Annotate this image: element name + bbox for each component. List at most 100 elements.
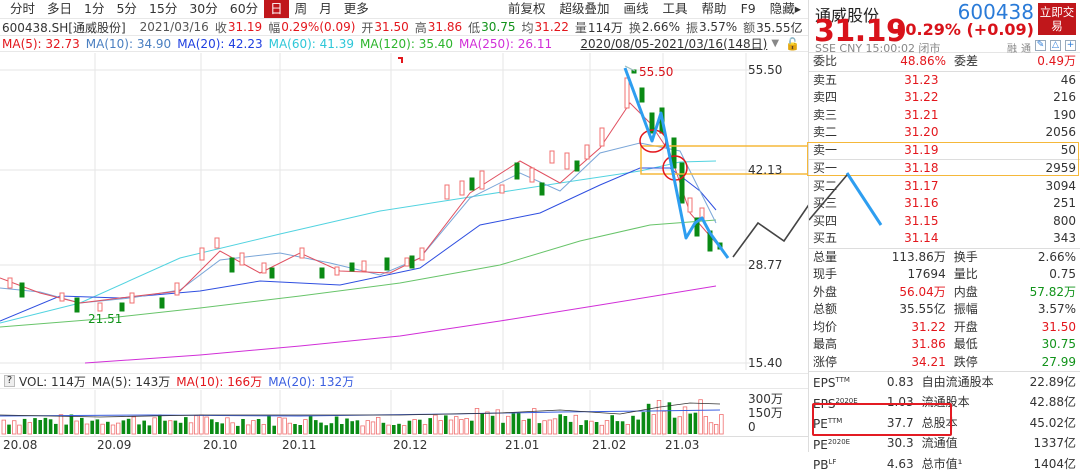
stat-value: 34.21 [911, 354, 946, 369]
ma20-label: MA(20): 42.23 [177, 36, 263, 51]
stats-row: 均价 31.22 开盘 31.50 [809, 319, 1080, 337]
bid-label: 买二 [813, 178, 838, 193]
stat-value: 57.82万 [1029, 284, 1076, 299]
amp-value: 3.57% [698, 20, 738, 34]
candlestick-chart[interactable]: 55.50 21.51 55.50 42.13 28.77 15.40 [0, 53, 808, 370]
menu-hide[interactable]: 隐藏▸ [769, 1, 801, 16]
stat-key: 开盘 [953, 319, 978, 334]
bell-icon[interactable]: △ [1050, 40, 1061, 51]
period-multi-day[interactable]: 多日 [47, 1, 73, 16]
bid-vol: 3094 [1045, 178, 1076, 193]
menu-adjust[interactable]: 前复权 [507, 1, 546, 16]
add-icon[interactable]: + [1065, 40, 1076, 51]
stat-value: 3.57% [1037, 302, 1076, 316]
vol-label: VOL: 114万 [19, 374, 86, 389]
ask-row[interactable]: 卖二 31.20 2056 [809, 124, 1080, 142]
fund-key: PE [813, 437, 828, 452]
chart-panel: 分时 多日 1分 5分 15分 30分 60分 日 周 月 更多 前复权 超级叠… [0, 0, 808, 452]
menu-f9[interactable]: F9 [740, 1, 756, 16]
fund-key2: 流通值 [921, 436, 958, 450]
fund-key2: 自由流通股本 [921, 374, 994, 389]
stats-table: 总量 113.86万 换手 2.66% 现手 17694 量比 0.75 外盘 56.04万内… [809, 247, 1080, 372]
ask-vol: 46 [1060, 72, 1076, 87]
amp-label: 振 [685, 20, 698, 35]
period-month[interactable]: 月 [319, 1, 332, 16]
x-label: 21.02 [592, 438, 627, 452]
date-range[interactable]: 2020/08/05-2021/03/16(148日) [580, 37, 768, 51]
y-label-bottom: 15.40 [748, 356, 782, 370]
period-30min[interactable]: 30分 [189, 1, 218, 16]
bid-row[interactable]: 买三 31.16 251 [809, 195, 1080, 213]
menu-tools[interactable]: 工具 [662, 1, 688, 16]
ask-label: 卖二 [813, 125, 838, 139]
ma120-label: MA(120): 35.40 [360, 36, 454, 51]
menu-draw[interactable]: 画线 [623, 1, 649, 16]
bid-row[interactable]: 买一 31.18 2959 [809, 160, 1080, 178]
help-icon[interactable]: ? [4, 375, 15, 387]
bid-price: 31.14 [904, 231, 939, 245]
market-meta: SSE CNY 15:00:02 闭市 [815, 42, 941, 55]
ask-row[interactable]: 卖五 31.23 46 [809, 71, 1080, 89]
ask-row[interactable]: 卖四 31.22 216 [809, 89, 1080, 107]
fund-value: 1.03 [886, 395, 914, 409]
stat-value: 2.66% [1037, 249, 1076, 264]
stat-value: 35.55亿 [899, 302, 946, 316]
fund-value: 30.3 [886, 436, 914, 450]
stats-row: 外盘 56.04万 内盘 57.82万 [809, 284, 1080, 302]
period-day[interactable]: 日 [264, 0, 289, 18]
ma5-label: MA(5): 32.73 [2, 36, 80, 51]
bid-row[interactable]: 买二 31.17 3094 [809, 178, 1080, 196]
trade-now-button[interactable]: 立即交易 [1038, 3, 1076, 35]
x-label: 21.01 [505, 438, 540, 452]
fund-key: PB [813, 458, 829, 472]
menu-help[interactable]: 帮助 [701, 1, 727, 16]
fund-key2: 总市值¹ [921, 456, 963, 471]
amount-label: 额 [743, 20, 756, 35]
ask-label: 卖三 [813, 107, 838, 122]
stats-row: 总量 113.86万 换手 2.66% [809, 248, 1080, 266]
stats-row: 最高 31.86 最低 30.75 [809, 336, 1080, 354]
period-15min[interactable]: 15分 [148, 1, 178, 16]
bid-label: 买四 [813, 213, 838, 228]
period-60min[interactable]: 60分 [229, 1, 259, 16]
ask-price: 31.22 [904, 90, 939, 104]
date: 2021/03/16 [139, 20, 209, 34]
vol-ma20-label: MA(20): 132万 [268, 374, 355, 389]
bid-row[interactable]: 买五 31.14 343 [809, 230, 1080, 248]
vol-y-zero: 0 [748, 420, 756, 434]
ask-row[interactable]: 卖三 31.21 190 [809, 107, 1080, 125]
stat-value: 113.86万 [891, 249, 946, 264]
bid-price: 31.15 [904, 213, 939, 228]
dropdown-icon[interactable]: ▼ [771, 38, 780, 49]
fund-row: EPSTTM 0.83 自由流通股本 22.89亿 [809, 372, 1080, 393]
fund-sub: TTM [835, 376, 850, 384]
ask-label: 卖四 [813, 90, 838, 104]
low-annotation: 21.51 [88, 312, 122, 326]
stats-row: 现手 17694 量比 0.75 [809, 266, 1080, 284]
ask-vol: 2056 [1045, 125, 1076, 139]
bid-row[interactable]: 买四 31.15 800 [809, 213, 1080, 231]
bid-vol: 2959 [1045, 161, 1076, 175]
stat-value: 31.86 [911, 337, 946, 351]
stats-row: 涨停 34.21 跌停 27.99 [809, 354, 1080, 372]
high-value: 31.86 [427, 20, 463, 34]
ask-price: 31.19 [904, 142, 939, 157]
edit-icon[interactable]: ✎ [1035, 40, 1046, 51]
lock-icon[interactable]: 🔓 [785, 36, 800, 51]
period-more[interactable]: 更多 [343, 1, 369, 16]
stat-key: 换手 [953, 249, 978, 264]
ma250-label: MA(250): 26.11 [459, 36, 553, 51]
vol-value: 114万 [587, 20, 623, 35]
stat-key: 现手 [813, 267, 838, 281]
period-5min[interactable]: 5分 [116, 1, 137, 16]
volume-chart[interactable]: 300万 150万 0 [0, 390, 808, 436]
ask-row[interactable]: 卖一 31.19 50 [809, 142, 1080, 160]
menu-overlay[interactable]: 超级叠加 [559, 1, 610, 16]
period-week[interactable]: 周 [294, 1, 308, 16]
stats-row: 总额 35.55亿 振幅 3.57% [809, 301, 1080, 319]
x-label: 20.12 [393, 438, 428, 452]
y-label-mid: 42.13 [748, 163, 782, 177]
period-fenshi[interactable]: 分时 [10, 1, 36, 16]
period-1min[interactable]: 1分 [84, 1, 105, 16]
quote-tools: 融 通 ✎ △ + [1007, 40, 1076, 55]
